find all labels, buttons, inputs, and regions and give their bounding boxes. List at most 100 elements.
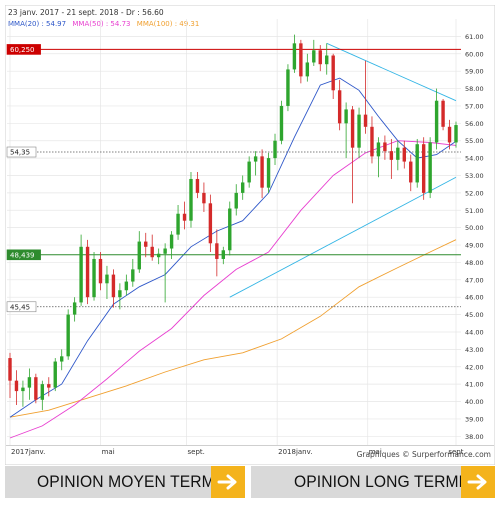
y-tick-label-1: 39.00 — [465, 415, 484, 423]
candle-body — [344, 109, 348, 124]
candle-body — [215, 243, 219, 259]
candle-body — [189, 178, 193, 221]
candle-body — [376, 142, 381, 157]
candle — [396, 140, 400, 171]
candle — [208, 194, 213, 252]
y-tick-label-6: 44.00 — [465, 328, 484, 336]
y-tick-label-22: 60.00 — [465, 50, 484, 58]
candle-body — [292, 43, 297, 70]
candle-body — [144, 241, 148, 247]
candle-body — [79, 246, 83, 303]
level-label-0: 60,250 — [10, 46, 35, 54]
candle — [305, 53, 310, 82]
candle-body — [195, 178, 200, 193]
candle — [34, 373, 38, 404]
y-tick-label-15: 53.00 — [465, 172, 484, 180]
x-axis: 2017janv. mai sept. 2018janv. mai sept. — [11, 448, 466, 456]
moving-averages — [9, 77, 457, 439]
candle — [409, 154, 413, 192]
candle — [228, 201, 232, 256]
y-tick-label-23: 61.00 — [465, 33, 484, 41]
candle — [447, 119, 452, 150]
candle — [163, 243, 167, 303]
candle-body — [337, 90, 342, 124]
candle-body — [325, 55, 329, 65]
candle — [312, 39, 316, 66]
candle — [131, 258, 135, 287]
candle — [441, 98, 445, 131]
candle — [124, 274, 129, 296]
candle — [182, 201, 187, 230]
arrow-right-icon-graphic — [217, 474, 237, 490]
candle-body — [8, 358, 12, 381]
arrow-right-icon[interactable] — [211, 466, 245, 498]
candle — [72, 297, 77, 322]
candle-body — [60, 356, 64, 362]
candle-body — [247, 161, 251, 183]
x-tick-label-2: sept. — [188, 448, 205, 456]
candle-body — [85, 246, 90, 298]
price-chart: 23 janv. 2017 - 21 sept. 2018 - Dr : 56.… — [4, 4, 496, 466]
candle-body — [234, 192, 238, 209]
y-tick-label-16: 54.00 — [465, 155, 484, 163]
candle — [363, 60, 368, 134]
candle — [350, 105, 355, 204]
y-tick-label-14: 52.00 — [465, 189, 484, 197]
candle — [318, 45, 322, 72]
candle-body — [150, 246, 154, 258]
candle — [202, 182, 206, 213]
candle — [421, 137, 426, 200]
candle — [66, 309, 70, 360]
candle-body — [299, 43, 303, 77]
candle-body — [331, 55, 335, 91]
candle — [79, 234, 83, 306]
candle-body — [118, 290, 122, 298]
candle — [253, 151, 258, 176]
chart-header: 23 janv. 2017 - 21 sept. 2018 - Dr : 56.… — [8, 8, 164, 17]
candle — [247, 156, 251, 188]
candle — [402, 140, 406, 169]
candle — [27, 368, 32, 400]
candle-body — [279, 105, 284, 141]
candle-body — [228, 208, 232, 251]
candle-body — [402, 147, 406, 162]
opinion-long-term-label: OPINION LONG TERME — [294, 472, 470, 491]
opinion-long-term-banner: OPINION LONG TERME — [251, 466, 495, 498]
candle — [47, 377, 51, 397]
candle-body — [169, 234, 174, 249]
y-tick-label-9: 47.00 — [465, 276, 484, 284]
candle — [331, 53, 335, 99]
ma20-line — [9, 77, 457, 418]
y-tick-label-0: 38.00 — [465, 433, 484, 441]
arrow-right-icon[interactable] — [461, 466, 495, 498]
trendline-0 — [229, 176, 457, 298]
candle — [176, 205, 180, 240]
candle-body — [66, 314, 70, 357]
candle-body — [421, 144, 426, 193]
candle — [260, 149, 264, 199]
candle-body — [409, 161, 413, 183]
y-tick-label-20: 58.00 — [465, 85, 484, 93]
candle — [156, 248, 161, 265]
candle-body — [260, 156, 264, 188]
y-tick-label-19: 57.00 — [465, 102, 484, 110]
candle-body — [240, 182, 245, 193]
candle-body — [92, 258, 96, 298]
candle-body — [434, 100, 439, 143]
candle — [389, 138, 394, 179]
legend: MMA(20) : 54.97 MMA(50) : 54.73 MMA(100) :… — [8, 20, 199, 28]
candle-body — [105, 274, 109, 284]
candle — [105, 265, 109, 299]
candle-body — [454, 125, 458, 143]
candle — [357, 107, 361, 159]
candle — [14, 370, 19, 406]
candle — [428, 137, 432, 199]
candle-body — [318, 50, 322, 65]
x-tick-label-1: mai — [102, 448, 115, 456]
candle — [344, 102, 348, 159]
y-tick-label-11: 49.00 — [465, 242, 484, 250]
opinion-medium-term-label: OPINION MOYEN TERME — [37, 472, 226, 491]
candle — [266, 152, 271, 193]
candle-body — [98, 258, 103, 284]
candle — [234, 184, 238, 216]
